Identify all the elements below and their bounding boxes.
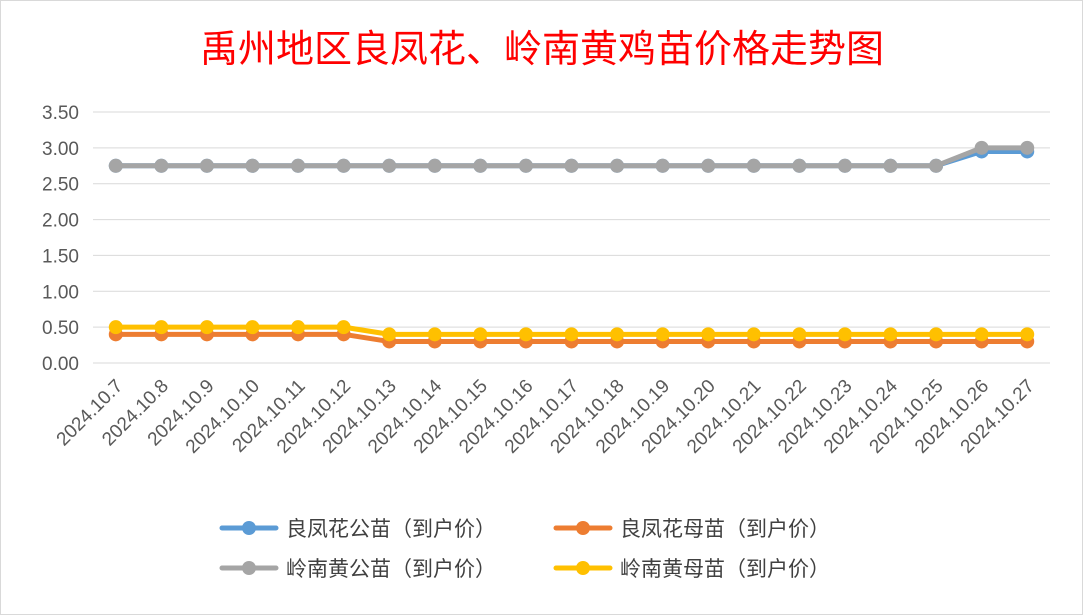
data-point — [427, 327, 442, 342]
data-point — [837, 158, 852, 173]
legend-swatch-marker — [242, 561, 256, 575]
data-point — [610, 327, 625, 342]
y-tick-label: 1.50 — [42, 246, 79, 267]
legend-item: 岭南黄公苗（到户价） — [219, 557, 496, 581]
legend-swatch-marker — [242, 521, 256, 535]
legend: 良凤花公苗（到户价） 良凤花母苗（到户价） 岭南黄公苗（到户价） 岭南黄母苗（到户价） — [219, 517, 830, 581]
data-point — [564, 158, 579, 173]
x-axis-ticks: 2024.10.72024.10.82024.10.92024.10.10202… — [53, 375, 1039, 457]
data-point — [473, 158, 488, 173]
legend-label: 岭南黄母苗（到户价） — [620, 557, 830, 581]
data-point — [336, 158, 351, 173]
data-point — [929, 158, 944, 173]
data-point — [701, 158, 716, 173]
y-tick-label: 3.00 — [42, 139, 79, 160]
data-point — [1020, 140, 1035, 155]
series-3 — [108, 320, 1035, 342]
legend-label: 岭南黄公苗（到户价） — [286, 557, 496, 581]
legend-item: 岭南黄母苗（到户价） — [553, 557, 830, 581]
data-point — [837, 327, 852, 342]
data-point — [108, 320, 123, 335]
data-point — [518, 327, 533, 342]
legend-item: 良凤花公苗（到户价） — [219, 517, 496, 541]
series-group — [108, 140, 1035, 349]
data-point — [199, 158, 214, 173]
data-point — [245, 158, 260, 173]
data-point — [245, 320, 260, 335]
data-point — [610, 158, 625, 173]
data-point — [154, 320, 169, 335]
chart-title: 禹州地区良凤花、岭南黄鸡苗价格走势图 — [200, 27, 884, 71]
data-point — [746, 327, 761, 342]
y-tick-label: 0.50 — [42, 318, 79, 339]
data-point — [108, 158, 123, 173]
legend-swatch-marker — [576, 521, 590, 535]
data-point — [929, 327, 944, 342]
y-tick-label: 3.50 — [42, 103, 79, 124]
legend-swatch-marker — [576, 561, 590, 575]
data-point — [655, 158, 670, 173]
data-point — [382, 327, 397, 342]
data-point — [518, 158, 533, 173]
data-point — [746, 158, 761, 173]
data-point — [336, 320, 351, 335]
data-point — [473, 327, 488, 342]
data-point — [564, 327, 579, 342]
series-2 — [108, 140, 1035, 173]
data-point — [792, 327, 807, 342]
legend-label: 良凤花母苗（到户价） — [620, 517, 830, 541]
legend-item: 良凤花母苗（到户价） — [553, 517, 830, 541]
data-point — [792, 158, 807, 173]
data-point — [883, 158, 898, 173]
data-point — [154, 158, 169, 173]
data-point — [655, 327, 670, 342]
data-point — [883, 327, 898, 342]
data-point — [427, 158, 442, 173]
legend-label: 良凤花公苗（到户价） — [286, 517, 496, 541]
data-point — [1020, 327, 1035, 342]
data-point — [974, 327, 989, 342]
y-tick-label: 1.00 — [42, 282, 79, 303]
data-point — [382, 158, 397, 173]
data-point — [291, 158, 306, 173]
data-point — [199, 320, 214, 335]
data-point — [974, 140, 989, 155]
y-axis-ticks: 0.00 0.50 1.00 1.50 2.00 2.50 3.00 3.50 — [42, 103, 79, 375]
y-tick-label: 0.00 — [42, 354, 79, 375]
y-tick-label: 2.00 — [42, 211, 79, 232]
y-tick-label: 2.50 — [42, 175, 79, 196]
data-point — [291, 320, 306, 335]
data-point — [701, 327, 716, 342]
